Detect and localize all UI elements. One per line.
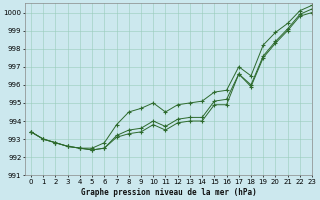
X-axis label: Graphe pression niveau de la mer (hPa): Graphe pression niveau de la mer (hPa) (81, 188, 256, 197)
